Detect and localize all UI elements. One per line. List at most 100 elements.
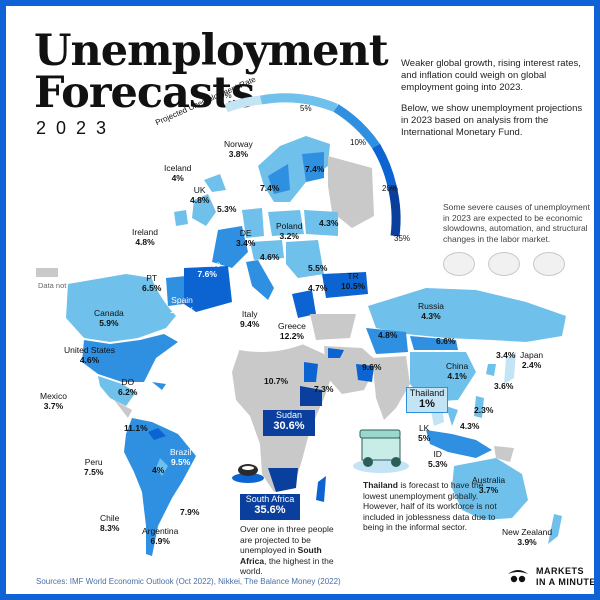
canada-region (66, 274, 184, 342)
no-data-swatch (36, 268, 58, 277)
label-iceland: Iceland 4% (164, 163, 192, 183)
mongolia-region (410, 336, 458, 350)
sweden-region (268, 164, 290, 194)
iran-region (328, 348, 344, 358)
thailand-callout: Thailand is forecast to have the lowest … (363, 480, 503, 533)
france-region (212, 226, 248, 268)
scale-tick-5: 5% (300, 104, 312, 113)
label-baltic: 4.3% (319, 218, 339, 228)
label-france: France 7.6% (194, 259, 221, 279)
label-australia: Australia 3.7% (472, 475, 506, 495)
source-note: Sources: IMF World Economic Outlook (Oct… (36, 577, 341, 586)
levant-region (310, 314, 356, 340)
scale-tick-35: 35% (394, 234, 411, 243)
paraguay-region (156, 458, 168, 476)
poland-region (268, 210, 304, 236)
sa-callout-text-1: Over one in three people are projected t… (240, 524, 334, 555)
label-japan: Japan 2.4% (520, 350, 544, 370)
label-bulgaria: 4.7% (308, 283, 328, 293)
brand-line-1: MARKETS (536, 566, 584, 576)
label-dominican-republic: DO 6.2% (118, 377, 138, 397)
label-ireland: Ireland 4.8% (132, 227, 158, 247)
balkans-region (286, 240, 324, 278)
tuk-tuk-icon (353, 429, 409, 473)
label-chile: Chile 8.3% (100, 513, 120, 533)
sa-callout-text-2: , the highest in the world. (240, 555, 334, 577)
label-argentina: Argentina 6.9% (142, 526, 179, 546)
label-spain: Spain 12.3% (170, 295, 195, 315)
scale-segment-3 (333, 104, 380, 149)
scale-segment-5 (387, 184, 401, 237)
label-thailand: Thailand 1% (406, 387, 448, 413)
label-mexico: Mexico 3.7% (40, 391, 67, 411)
dominican-republic-region (152, 382, 166, 390)
russia-west-region (328, 156, 374, 228)
label-uk: UK 4.8% (190, 185, 210, 205)
italy-region (246, 260, 274, 300)
label-malaysia: 4.3% (460, 421, 480, 431)
label-romania: 5.5% (308, 263, 328, 273)
libya-region (284, 358, 300, 378)
label-sudan: Sudan 30.6% (263, 410, 315, 436)
intro-text: Weaker global growth, rising interest ra… (401, 58, 591, 148)
ukraine-region (304, 210, 338, 236)
scale-segment-4 (372, 143, 397, 188)
label-turkey: TR 10.5% (341, 271, 366, 291)
world-map (66, 93, 566, 556)
label-canada: Canada 5.9% (94, 308, 124, 328)
madagascar-region (316, 476, 326, 502)
title-line-1: Unemployment (34, 26, 389, 76)
scale-segment-2 (260, 93, 338, 113)
scale-tick-10: 10% (350, 138, 367, 147)
label-sri-lanka: LK 5% (418, 423, 431, 443)
causes-note: Some severe causes of unemployment in 20… (443, 202, 590, 244)
india-region (372, 356, 410, 420)
label-taiwan: 3.6% (494, 381, 514, 391)
png-region (494, 446, 514, 462)
label-colombia: 11.1% (124, 423, 148, 433)
label-egypt: 7.3% (314, 384, 334, 394)
russia-region (368, 288, 566, 342)
label-kazakhstan: 4.8% (378, 330, 398, 340)
automation-icon (488, 252, 520, 276)
label-korea: 3.4% (496, 350, 516, 360)
label-finland: 7.4% (305, 164, 325, 174)
label-austria: 4.6% (260, 252, 280, 262)
label-mongolia: 6.6% (436, 336, 456, 346)
egypt-region (304, 362, 318, 382)
label-denmark: 5.3% (217, 204, 237, 214)
australia-region (452, 458, 528, 520)
label-germany: DE 3.4% (236, 228, 256, 248)
greece-region (292, 290, 316, 318)
cooking-pot-icon (232, 464, 264, 483)
label-russia: Russia 4.3% (418, 301, 444, 321)
label-sweden: 7.4% (260, 183, 280, 193)
label-bolivia: 4% (152, 465, 165, 475)
usa-region (82, 334, 178, 382)
vietnam-region (446, 406, 458, 426)
brand-mark-icon (508, 570, 528, 583)
intro-paragraph-2: Below, we show unemployment projections … (401, 103, 583, 138)
label-south-africa: South Africa 35.6% (240, 494, 300, 520)
mexico-region (98, 376, 136, 406)
label-greece: Greece 12.2% (278, 321, 306, 341)
turkey-region (322, 272, 368, 298)
label-iran: 9.6% (362, 362, 382, 372)
scale-tick-0: 0% (220, 91, 232, 100)
label-poland: Poland 3.2% (276, 221, 303, 241)
scale-tick-20: 20% (382, 184, 399, 193)
year-label: 2023 (36, 118, 117, 138)
label-portugal: PT 6.5% (142, 273, 162, 293)
colombia-region (148, 428, 166, 440)
intro-paragraph-1: Weaker global growth, rising interest ra… (401, 58, 581, 93)
label-indonesia: ID 5.3% (428, 449, 448, 469)
label-italy: Italy 9.4% (240, 309, 260, 329)
germany-region (242, 208, 264, 238)
japan-region (504, 352, 516, 384)
afghanistan-region (356, 364, 374, 382)
label-peru: Peru 7.5% (84, 457, 104, 477)
south-africa-region (268, 468, 298, 492)
uk-region (192, 194, 216, 226)
iceland-region (204, 174, 226, 192)
